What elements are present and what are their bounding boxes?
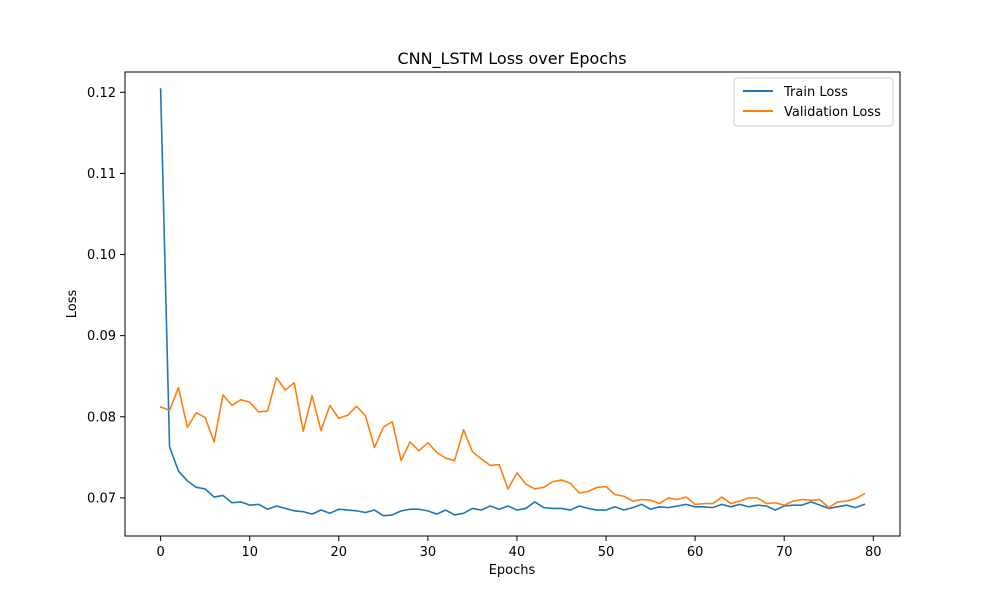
y-tick-label: 0.08 <box>87 410 116 425</box>
x-tick-label: 10 <box>241 545 258 560</box>
x-axis-ticks: 0 10 20 30 40 50 60 70 80 <box>156 536 882 560</box>
chart-title: CNN_LSTM Loss over Epochs <box>397 49 626 69</box>
x-tick-label: 40 <box>509 545 526 560</box>
series-layer <box>159 88 866 517</box>
plot-area <box>124 71 901 537</box>
y-axis-ticks: 0.07 0.08 0.09 0.10 0.11 0.12 <box>87 86 125 506</box>
y-tick-label: 0.11 <box>87 167 116 182</box>
legend-box <box>733 77 894 127</box>
x-tick-label: 60 <box>687 545 704 560</box>
x-axis-label: Epochs <box>489 563 536 578</box>
x-tick-label: 30 <box>420 545 437 560</box>
series-line-validation-loss <box>159 377 866 509</box>
legend-label-validation-loss: Validation Loss <box>784 105 881 120</box>
y-axis-label: Loss <box>65 290 80 319</box>
legend: Train Loss Validation Loss <box>733 77 894 127</box>
legend-label-train-loss: Train Loss <box>783 85 848 100</box>
x-tick-label: 70 <box>776 545 793 560</box>
y-tick-label: 0.12 <box>87 86 116 101</box>
y-tick-label: 0.09 <box>87 329 116 344</box>
x-tick-label: 0 <box>156 545 164 560</box>
y-tick-label: 0.07 <box>87 491 116 506</box>
y-tick-label: 0.10 <box>87 248 116 263</box>
series-line-train-loss <box>159 88 866 517</box>
axes-frame <box>124 71 901 537</box>
x-tick-label: 80 <box>865 545 882 560</box>
x-tick-label: 20 <box>331 545 348 560</box>
x-tick-label: 50 <box>598 545 615 560</box>
